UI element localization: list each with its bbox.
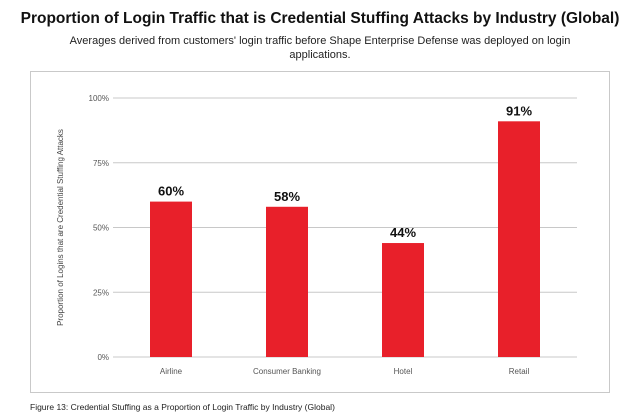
bar-chart: 0% 25% 50% 75% 100% 60% 58% 44% 91% Airline Cons…	[56, 94, 577, 376]
chart-title: Proportion of Login Traffic that is Cred…	[20, 10, 620, 27]
chart-frame: 0% 25% 50% 75% 100% 60% 58% 44% 91% Airline Cons…	[30, 71, 610, 393]
chart-subtitle: Averages derived from customers' login t…	[69, 35, 571, 61]
y-tick-label: 100%	[89, 94, 109, 103]
bar-retail	[498, 121, 540, 357]
bar-hotel	[382, 243, 424, 357]
x-tick-label: Retail	[509, 367, 530, 376]
y-tick-label: 0%	[97, 353, 109, 362]
x-tick-labels: Airline Consumer Banking Hotel Retail	[160, 367, 530, 376]
data-label: 91%	[506, 103, 532, 118]
data-label: 58%	[274, 189, 300, 204]
x-tick-label: Consumer Banking	[253, 367, 321, 376]
data-label: 60%	[158, 184, 184, 199]
data-labels: 60% 58% 44% 91%	[158, 103, 532, 240]
bar-consumer-banking	[266, 206, 308, 357]
y-axis-label: Proportion of Logins that are Credential…	[56, 129, 65, 326]
x-tick-label: Hotel	[394, 367, 413, 376]
x-tick-label: Airline	[160, 367, 183, 376]
y-tick-labels: 0% 25% 50% 75% 100%	[89, 94, 109, 362]
y-tick-label: 75%	[93, 159, 109, 168]
figure-caption: Figure 13: Credential Stuffing as a Prop…	[30, 402, 335, 412]
y-tick-label: 25%	[93, 288, 109, 297]
y-tick-label: 50%	[93, 224, 109, 233]
data-label: 44%	[390, 225, 416, 240]
bars	[150, 121, 540, 357]
bar-airline	[150, 201, 192, 357]
